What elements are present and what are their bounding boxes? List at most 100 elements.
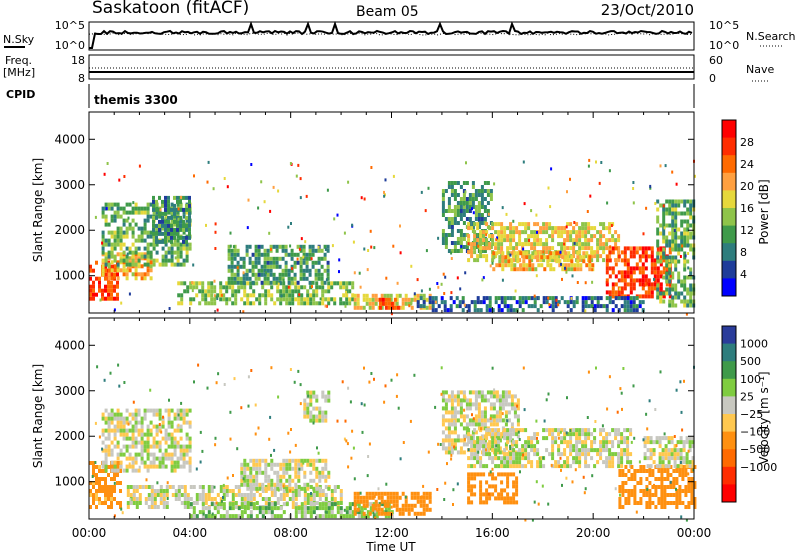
heatmap-cell	[447, 205, 451, 209]
heatmap-cell	[234, 301, 238, 306]
heatmap-cell	[676, 440, 680, 445]
heatmap-speckle	[270, 366, 273, 370]
heatmap-cell	[578, 250, 582, 255]
heatmap-cell	[134, 206, 138, 211]
heatmap-cell	[270, 502, 274, 507]
heatmap-speckle	[663, 432, 666, 436]
heatmap-cell	[470, 440, 474, 445]
heatmap-cell	[183, 281, 187, 286]
heatmap-cell	[626, 300, 630, 305]
heatmap-cell	[512, 428, 516, 433]
heatmap-cell	[581, 448, 585, 453]
heatmap-cell	[222, 502, 226, 507]
heatmap-cell	[587, 226, 591, 231]
power-heatmap	[89, 158, 696, 316]
heatmap-cell	[353, 305, 357, 310]
heatmap-cell	[683, 211, 687, 216]
heatmap-speckle	[645, 412, 648, 416]
heatmap-cell	[635, 278, 639, 283]
heatmap-cell	[470, 464, 474, 469]
heatmap-cell	[185, 254, 189, 259]
heatmap-cell	[453, 410, 457, 415]
heatmap-cell	[642, 489, 646, 493]
heatmap-cell	[167, 210, 171, 215]
heatmap-cell	[330, 489, 334, 493]
heatmap-cell	[330, 493, 334, 497]
heatmap-cell	[149, 444, 153, 449]
heatmap-cell	[270, 466, 274, 471]
heatmap-cell	[506, 456, 510, 461]
heatmap-cell	[134, 276, 138, 281]
heatmap-cell	[480, 434, 484, 439]
heatmap-cell	[281, 248, 285, 253]
heatmap-cell	[474, 233, 478, 237]
heatmap-cell	[474, 193, 478, 197]
heatmap-cell	[467, 484, 471, 489]
heatmap-cell	[176, 408, 180, 413]
heatmap-cell	[507, 259, 511, 264]
heatmap-cell	[273, 514, 277, 519]
heatmap-cell	[155, 412, 159, 417]
heatmap-cell	[321, 489, 325, 493]
heatmap-cell	[675, 493, 679, 497]
heatmap-cell	[173, 219, 176, 224]
heatmap-cell	[153, 501, 157, 505]
heatmap-cell	[188, 468, 192, 473]
heatmap-cell	[116, 416, 120, 421]
heatmap-cell	[254, 256, 258, 261]
heatmap-cell	[234, 293, 238, 298]
heatmap-cell	[680, 291, 684, 296]
heatmap-cell	[569, 444, 573, 449]
heatmap-cell	[686, 211, 690, 216]
heatmap-cell	[569, 440, 573, 445]
heatmap-cell	[182, 460, 186, 465]
heatmap-cell	[299, 244, 303, 249]
heatmap-cell	[149, 276, 153, 281]
heatmap-cell	[104, 296, 107, 301]
heatmap-cell	[545, 428, 549, 433]
heatmap-cell	[213, 289, 217, 294]
heatmap-cell	[590, 300, 594, 305]
heatmap-cell	[119, 268, 123, 273]
heatmap-cell	[506, 480, 510, 485]
heatmap-cell	[443, 300, 447, 305]
heatmap-cell	[188, 219, 191, 224]
heatmap-cell	[150, 501, 154, 505]
heatmap-cell	[144, 501, 148, 505]
heatmap-cell	[563, 440, 567, 445]
heatmap-speckle	[558, 464, 561, 468]
heatmap-speckle	[443, 292, 446, 295]
heatmap-cell	[545, 242, 549, 247]
heatmap-speckle	[242, 271, 245, 275]
heatmap-cell	[365, 297, 369, 302]
heatmap-cell	[122, 272, 126, 277]
heatmap-cell	[419, 293, 423, 298]
heatmap-cell	[302, 256, 306, 261]
heatmap-cell	[176, 440, 180, 445]
heatmap-cell	[299, 264, 303, 269]
heatmap-speckle	[671, 170, 674, 174]
heatmap-cell	[536, 460, 540, 465]
heatmap-cell	[611, 308, 615, 313]
heatmap-cell	[297, 301, 301, 306]
heatmap-cell	[101, 501, 104, 505]
heatmap-cell	[152, 408, 156, 413]
heatmap-cell	[671, 275, 675, 280]
heatmap-cell	[462, 213, 466, 217]
heatmap-cell	[602, 258, 606, 263]
heatmap-cell	[623, 270, 627, 275]
heatmap-cell	[620, 456, 624, 461]
heatmap-cell	[590, 234, 594, 239]
heatmap-cell	[270, 486, 274, 491]
heatmap-cell	[599, 230, 603, 235]
heatmap-speckle	[550, 463, 553, 467]
heatmap-cell	[104, 501, 107, 505]
heatmap-speckle	[351, 223, 354, 227]
heatmap-cell	[656, 255, 660, 260]
heatmap-cell	[242, 260, 246, 265]
heatmap-cell	[465, 245, 469, 249]
heatmap-cell	[261, 458, 265, 463]
heatmap-cell	[173, 238, 177, 243]
heatmap-cell	[453, 430, 457, 435]
